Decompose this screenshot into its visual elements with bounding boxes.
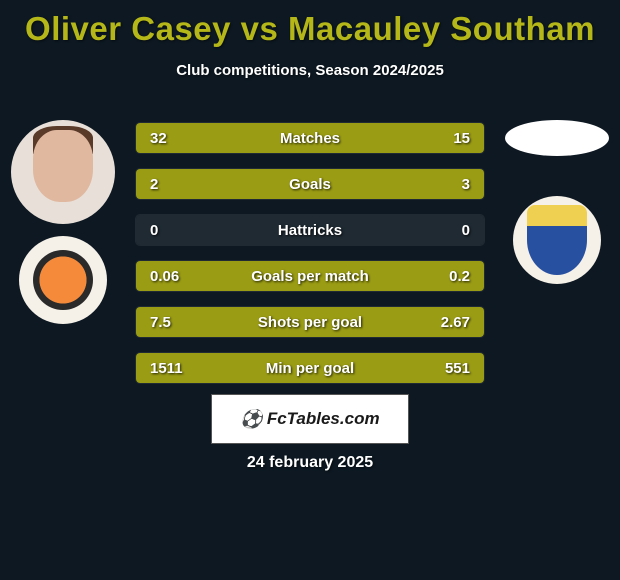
brand-text: FcTables.com	[267, 409, 380, 429]
stat-label: Hattricks	[278, 222, 342, 239]
stat-value-left: 0.06	[150, 268, 179, 285]
brand-icon: ⚽	[240, 409, 262, 430]
stat-value-left: 32	[150, 130, 167, 147]
avatar-face	[33, 130, 93, 202]
comparison-subtitle: Club competitions, Season 2024/2025	[0, 62, 620, 79]
right-player-avatar-placeholder	[505, 120, 609, 156]
stat-row: 1511 Min per goal 551	[135, 352, 485, 384]
stat-value-right: 3	[462, 176, 470, 193]
stat-value-right: 551	[445, 360, 470, 377]
stat-value-left: 1511	[150, 360, 183, 377]
stat-value-right: 0.2	[449, 268, 470, 285]
stat-row: 7.5 Shots per goal 2.67	[135, 306, 485, 338]
stats-table: 32 Matches 15 2 Goals 3 0 Hattricks 0 0.06 Goals p…	[135, 122, 485, 398]
crest-graphic	[527, 205, 587, 275]
stat-value-left: 0	[150, 222, 158, 239]
stat-label: Goals	[289, 176, 331, 193]
stat-label: Goals per match	[251, 268, 369, 285]
stat-label: Min per goal	[266, 360, 354, 377]
stat-bar-right	[394, 307, 484, 337]
left-club-crest	[19, 236, 107, 324]
comparison-title: Oliver Casey vs Macauley Southam	[0, 0, 620, 48]
right-club-crest	[513, 196, 601, 284]
stat-label: Matches	[280, 130, 340, 147]
stat-value-left: 7.5	[150, 314, 171, 331]
crest-graphic	[33, 250, 93, 310]
right-player-column	[502, 120, 612, 284]
stat-value-right: 15	[453, 130, 470, 147]
left-player-column	[8, 120, 118, 324]
stat-row: 0 Hattricks 0	[135, 214, 485, 246]
stat-value-right: 0	[462, 222, 470, 239]
stat-value-left: 2	[150, 176, 158, 193]
stat-value-right: 2.67	[441, 314, 470, 331]
left-player-avatar	[11, 120, 115, 224]
stat-label: Shots per goal	[258, 314, 362, 331]
brand-badge: ⚽ FcTables.com	[211, 394, 409, 444]
stat-row: 32 Matches 15	[135, 122, 485, 154]
snapshot-date: 24 february 2025	[247, 454, 373, 472]
stat-row: 2 Goals 3	[135, 168, 485, 200]
stat-row: 0.06 Goals per match 0.2	[135, 260, 485, 292]
